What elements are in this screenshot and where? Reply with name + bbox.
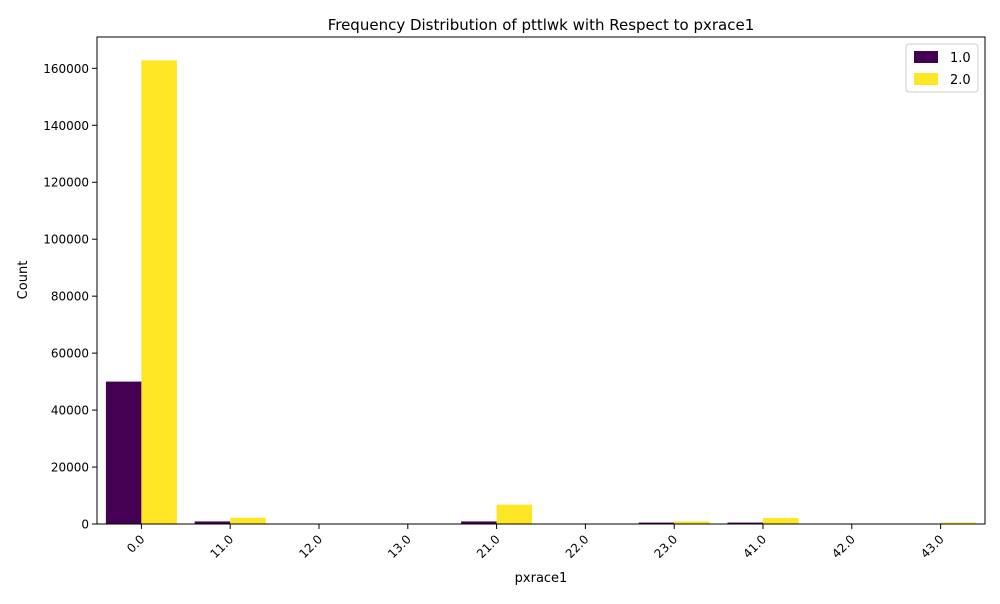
y-tick-label: 60000 (51, 347, 89, 361)
x-tick-label: 12.0 (296, 532, 325, 561)
legend: 1.0 2.0 (906, 44, 978, 92)
x-tick-label: 22.0 (563, 532, 592, 561)
bar-series-1-0-0 (106, 382, 141, 524)
bar-series-2-11-0 (230, 518, 266, 524)
y-tick-label: 160000 (43, 62, 89, 76)
x-tick-label: 13.0 (385, 532, 414, 561)
x-tick-label: 11.0 (208, 532, 237, 561)
bar-series-2-21-0 (497, 505, 532, 524)
x-tick-label: 43.0 (918, 532, 947, 561)
bar-series-2-0-0 (141, 60, 177, 524)
legend-label-2: 2.0 (950, 73, 971, 88)
x-tick-label: 0.0 (124, 532, 147, 555)
legend-swatch-2 (914, 73, 938, 85)
legend-label-1: 1.0 (950, 51, 971, 66)
y-tick-label: 140000 (43, 119, 89, 133)
y-tick-label: 80000 (51, 290, 89, 304)
y-tick-label: 100000 (43, 233, 89, 247)
bars-group (106, 60, 976, 524)
plot-frame (97, 37, 985, 524)
x-axis-label: pxrace1 (515, 571, 568, 586)
x-tick-label: 42.0 (829, 532, 858, 561)
y-tick-label: 40000 (51, 404, 89, 418)
y-tick-label: 20000 (51, 461, 89, 475)
x-tick-label: 41.0 (740, 532, 769, 561)
y-tick-label: 120000 (43, 176, 89, 190)
chart-title: Frequency Distribution of pttlwk with Re… (328, 16, 755, 34)
bar-series-2-41-0 (763, 518, 799, 524)
x-tick-label: 21.0 (474, 532, 503, 561)
legend-swatch-1 (914, 51, 938, 63)
y-axis-label: Count (16, 261, 31, 300)
x-tick-label: 23.0 (652, 532, 681, 561)
y-tick-label: 0 (81, 518, 89, 532)
y-axis: 0 20000 40000 60000 80000 100000 120000 140000 1… (43, 62, 97, 532)
x-axis: 0.0 11.0 12.0 13.0 21.0 22.0 23.0 41.0 42.0 43.0 (124, 524, 947, 561)
